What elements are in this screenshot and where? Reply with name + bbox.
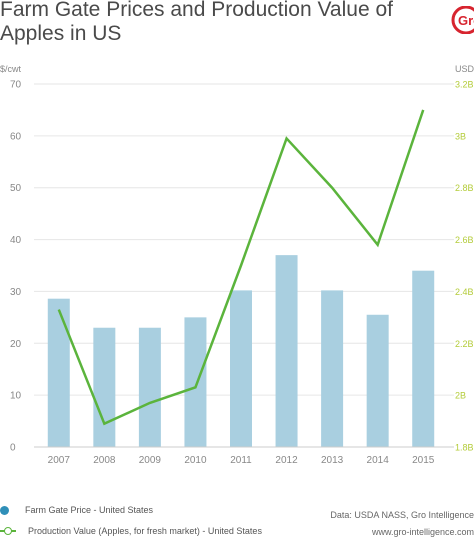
legend-label-price: Farm Gate Price - United States — [25, 505, 154, 515]
y-right-tick-label: 1.8B — [455, 443, 474, 453]
y-left-tick-label: 40 — [10, 235, 22, 246]
bar — [412, 270, 435, 447]
source-url: www.gro-intelligence.com — [371, 527, 474, 537]
legend-item-price: Farm Gate Price - United States — [0, 505, 153, 515]
y-right-tick-label: 2.8B — [455, 183, 474, 193]
logo-text: Gro — [458, 13, 474, 28]
bar — [321, 290, 344, 447]
bar — [93, 327, 116, 447]
y-left-tick-label: 10 — [10, 391, 22, 402]
y-right-tick-label: 3.2B — [455, 80, 474, 90]
x-tick-label: 2008 — [93, 455, 116, 466]
y-left-tick-label: 60 — [10, 131, 22, 142]
y-left-unit: $/cwt — [0, 64, 22, 74]
x-tick-label: 2012 — [275, 455, 298, 466]
x-tick-label: 2013 — [321, 455, 344, 466]
y-right-tick-label: 3B — [455, 131, 466, 141]
x-tick-label: 2015 — [412, 455, 435, 466]
bar — [275, 255, 298, 447]
legend-line-icon — [0, 527, 16, 535]
y-right-tick-label: 2B — [455, 391, 466, 401]
bar — [366, 314, 389, 447]
x-tick-label: 2009 — [139, 455, 162, 466]
legend-dot-icon — [0, 505, 9, 515]
chart-title: Farm Gate Prices and Production Value of… — [0, 0, 393, 45]
y-left-tick-label: 50 — [10, 183, 22, 194]
x-tick-label: 2010 — [184, 455, 207, 466]
y-left-tick-label: 30 — [10, 287, 22, 298]
source-note: Data: USDA NASS, Gro Intelligence — [330, 510, 474, 520]
x-tick-label: 2011 — [230, 455, 252, 466]
x-tick-label: 2007 — [48, 455, 71, 466]
x-tick-label: 2014 — [367, 455, 390, 466]
bar — [47, 298, 70, 447]
y-right-unit: USD — [455, 64, 474, 74]
bar — [230, 290, 252, 447]
gro-logo: Gro — [451, 6, 474, 34]
y-right-tick-label: 2.6B — [455, 235, 474, 245]
y-right-tick-label: 2.4B — [455, 287, 474, 297]
y-right-tick-label: 2.2B — [455, 339, 474, 349]
line-series-production-value — [57, 109, 425, 426]
y-left-tick-label: 70 — [10, 80, 22, 91]
bar — [138, 327, 161, 447]
legend-item-production: Production Value (Apples, for fresh mark… — [0, 526, 262, 536]
legend-label-production: Production Value (Apples, for fresh mark… — [28, 526, 262, 536]
bar — [184, 317, 207, 447]
y-left-tick-label: 0 — [10, 443, 16, 454]
y-left-tick-label: 20 — [10, 339, 22, 350]
